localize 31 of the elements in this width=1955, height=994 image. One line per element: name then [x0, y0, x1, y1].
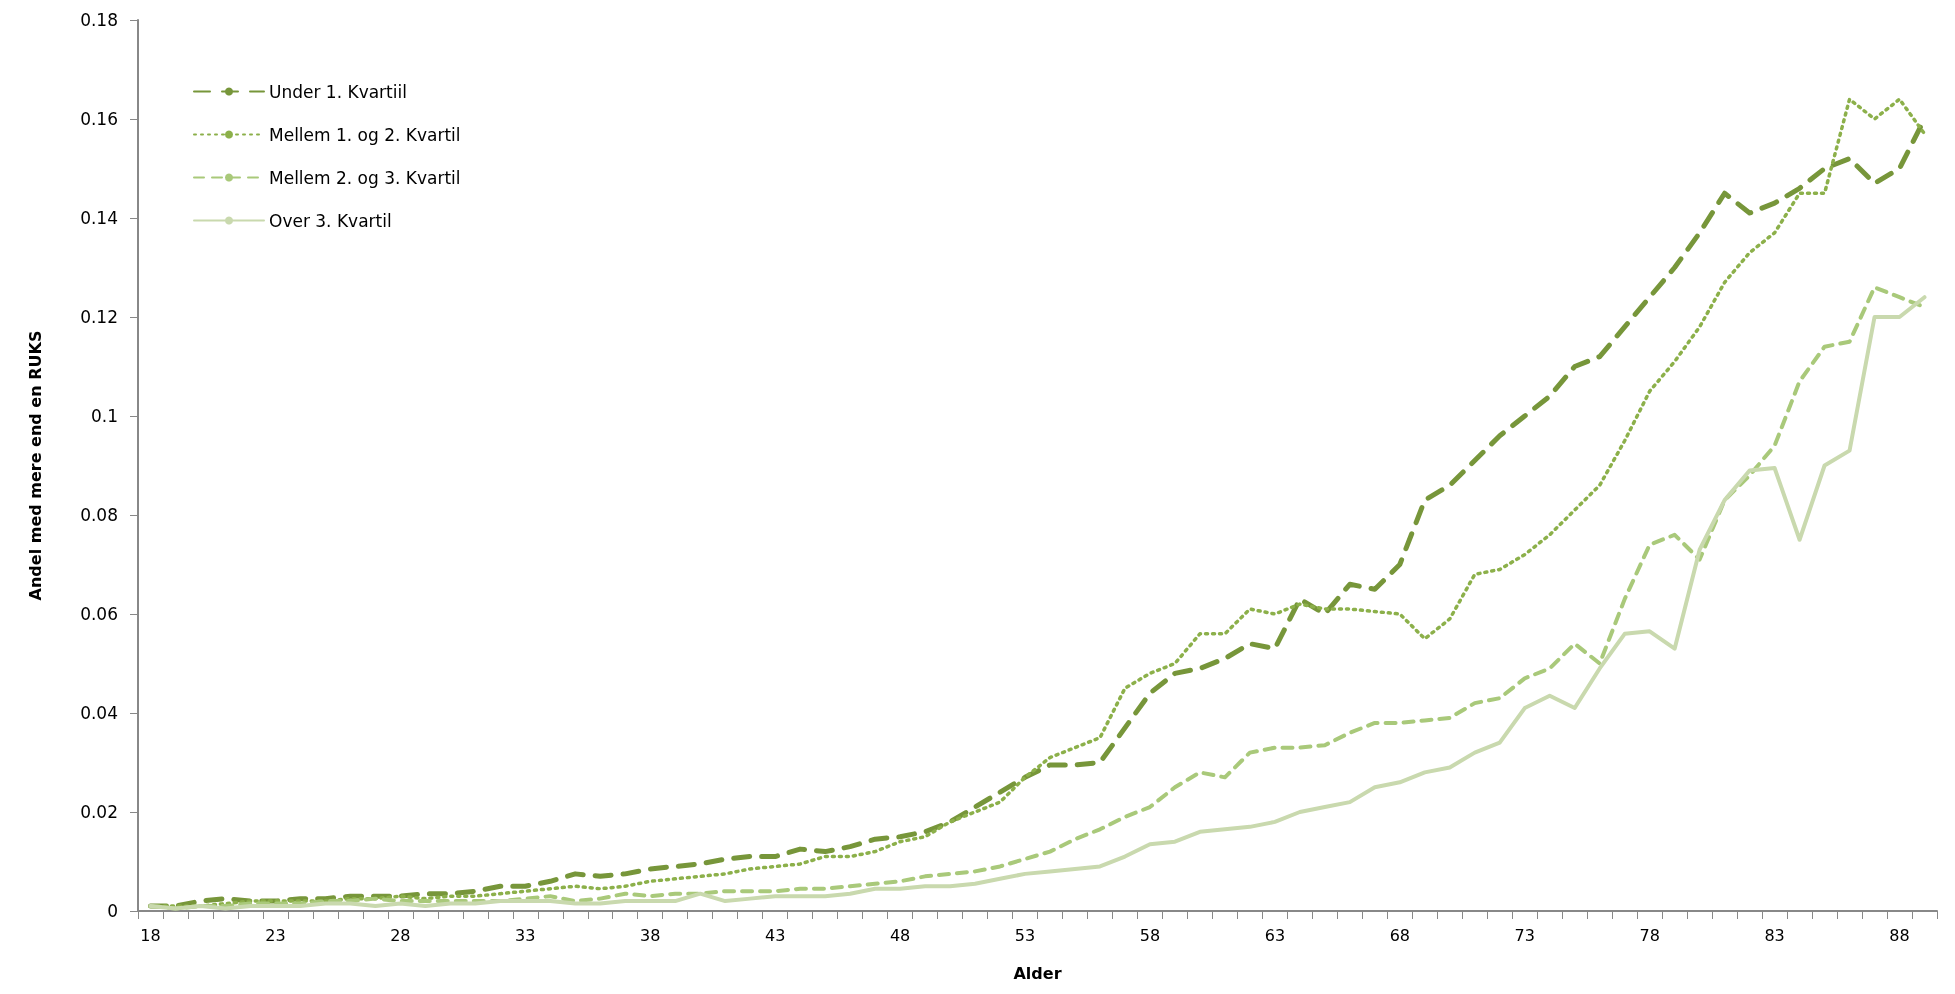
x-tick-label: 68 [1389, 925, 1410, 945]
x-tick-label: 23 [265, 925, 286, 945]
x-tick-label: 63 [1264, 925, 1286, 945]
y-tick-label: 0.1 [90, 406, 118, 426]
y-tick-label: 0.08 [80, 505, 118, 525]
y-tick-label: 0.16 [80, 109, 118, 129]
x-tick-label: 48 [889, 925, 911, 945]
x-tick-label: 38 [640, 925, 661, 945]
legend-label: Mellem 2. og 3. Kvartil [269, 167, 461, 188]
x-tick-label: 73 [1514, 925, 1535, 945]
x-tick-label: 43 [764, 925, 786, 945]
legend-label: Under 1. Kvartiil [269, 81, 407, 102]
y-tick-label: 0 [107, 901, 118, 921]
legend-label: Mellem 1. og 2. Kvartil [269, 124, 461, 145]
x-tick-label: 18 [140, 925, 161, 945]
y-tick-label: 0.18 [80, 10, 118, 30]
y-tick-label: 0.06 [80, 604, 118, 624]
x-tick-label: 78 [1639, 925, 1660, 945]
y-tick-label: 0.04 [80, 703, 118, 723]
legend-label: Over 3. Kvartil [269, 210, 392, 231]
y-tick-label: 0.02 [80, 802, 118, 822]
x-tick-label: 53 [1014, 925, 1036, 945]
x-tick-label: 58 [1139, 925, 1161, 945]
y-tick-label: 0.14 [80, 208, 118, 228]
y-tick-label: 0.12 [80, 307, 118, 327]
x-axis-title: Alder [1013, 963, 1062, 983]
x-tick-label: 88 [1889, 925, 1910, 945]
x-tick-label: 33 [515, 925, 536, 945]
x-tick-label: 83 [1764, 925, 1785, 945]
x-tick-label: 28 [390, 925, 411, 945]
y-axis-title: Andel med mere end en RUKS [25, 330, 45, 601]
